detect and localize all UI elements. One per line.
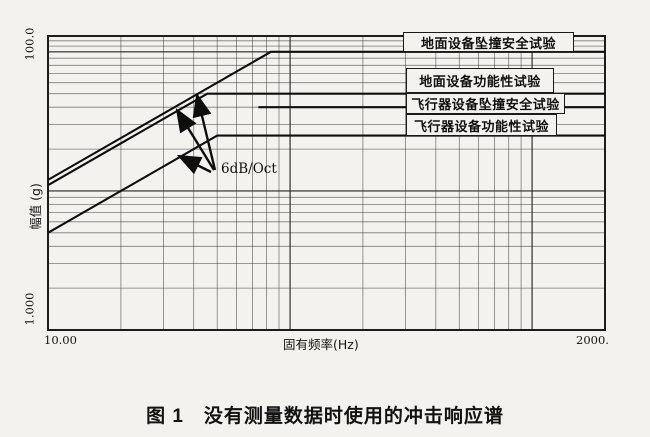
plot-canvas xyxy=(47,35,606,331)
y-tick-top: 100.0 xyxy=(22,27,37,61)
series-label-ground-functional-test: 地面设备功能性试验 xyxy=(406,68,554,93)
x-axis-label: 固有频率(Hz) xyxy=(283,337,359,352)
x-tick-left: 10.00 xyxy=(44,333,77,347)
figure-caption: 图 1 没有测量数据时使用的冲击响应谱 xyxy=(146,406,504,427)
shock-response-spectrum-chart: 100.0 1.000 幅值 (g) 10.00 2000. 固有频率(Hz) … xyxy=(22,27,609,352)
series-label-ground-crash-safety-test: 地面设备坠撞安全试验 xyxy=(403,32,574,52)
x-tick-right: 2000. xyxy=(576,333,609,347)
y-axis-label: 幅值 (g) xyxy=(27,183,43,230)
slope-annotation: 6dB/Oct xyxy=(221,161,277,177)
y-tick-bottom: 1.000 xyxy=(22,292,37,326)
series-label-aircraft-functional-test: 飞行器设备功能性试验 xyxy=(406,114,557,136)
series-label-aircraft-crash-safety-test: 飞行器设备坠撞安全试验 xyxy=(406,93,565,114)
